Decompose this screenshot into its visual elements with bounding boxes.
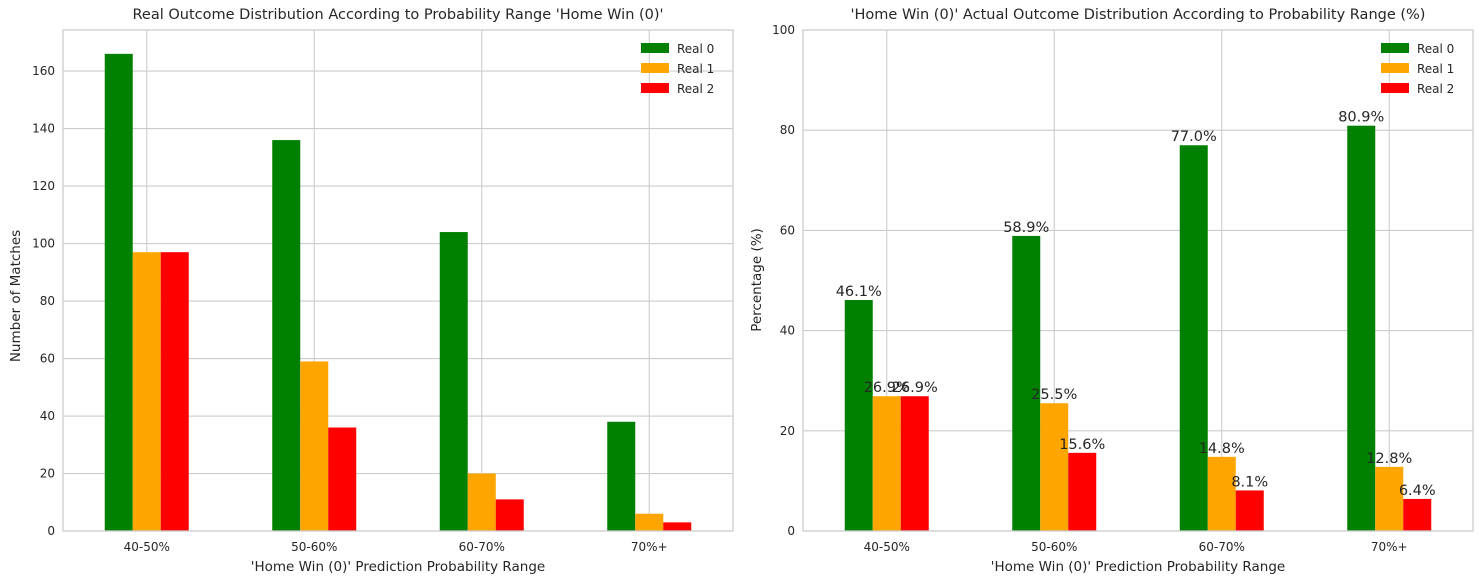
count-chart-title: Real Outcome Distribution According to P… — [132, 7, 663, 23]
percentage-chart-y-tick-label: 60 — [780, 223, 795, 237]
count-chart-x-tick-label: 70%+ — [631, 540, 668, 554]
percentage-chart-x-axis-label: 'Home Win (0)' Prediction Probability Ra… — [991, 559, 1285, 575]
percentage-chart-bar — [1403, 498, 1432, 531]
percentage-chart-legend-label: Real 1 — [1417, 62, 1454, 76]
percentage-chart-bar — [872, 396, 901, 531]
percentage-chart-y-tick-label: 40 — [780, 324, 795, 338]
count-chart-y-tick-label: 0 — [47, 524, 55, 538]
count-chart-bar — [132, 252, 161, 531]
percentage-chart: 'Home Win (0)' Actual Outcome Distributi… — [749, 7, 1474, 575]
count-chart-legend-label: Real 0 — [677, 42, 714, 56]
percentage-chart-data-label: 8.1% — [1231, 474, 1268, 490]
percentage-chart-bar — [1347, 125, 1376, 531]
percentage-chart-bar — [1375, 466, 1404, 531]
count-chart-bar — [104, 53, 133, 531]
percentage-chart-bar — [1012, 235, 1041, 531]
percentage-chart-bar — [1068, 452, 1097, 531]
percentage-chart-data-label: 26.9% — [864, 380, 910, 396]
count-chart-legend-label: Real 1 — [677, 62, 714, 76]
percentage-chart-legend: Real 0 Real 1 Real 2 — [1381, 42, 1454, 96]
count-chart-y-tick-label: 160 — [32, 64, 55, 78]
count-chart-y-tick-label: 100 — [32, 237, 55, 251]
percentage-chart-x-tick-label: 60-70% — [1199, 540, 1245, 554]
count-chart-x-tick-label: 50-60% — [291, 540, 337, 554]
count-chart-legend-swatch — [641, 43, 669, 53]
count-chart-bar — [495, 499, 524, 531]
percentage-chart-y-axis-label: Percentage (%) — [749, 228, 765, 332]
count-chart-x-tick-label: 40-50% — [124, 540, 170, 554]
percentage-chart-data-label: 46.1% — [836, 284, 882, 300]
percentage-chart-bar — [1207, 456, 1236, 531]
count-chart: Real Outcome Distribution According to P… — [8, 7, 734, 575]
percentage-chart-x-tick-label: 40-50% — [864, 540, 910, 554]
count-chart-bar — [272, 140, 301, 532]
count-chart-legend-label: Real 2 — [677, 82, 714, 96]
percentage-chart-bar — [844, 300, 873, 531]
count-chart-bar — [328, 427, 357, 531]
count-chart-bar — [467, 473, 496, 531]
count-chart-y-axis-label: Number of Matches — [8, 230, 24, 362]
count-chart-y-tick-label: 120 — [32, 179, 55, 193]
percentage-chart-data-label: 14.8% — [1199, 441, 1245, 457]
percentage-chart-frame — [802, 29, 1474, 532]
percentage-chart-y-tick-label: 0 — [787, 524, 795, 538]
percentage-chart-legend-swatch — [1381, 63, 1409, 73]
count-chart-plot-area: 0 20 40 60 80 100 120 140 160 40-50% 50-60% 60-70% 7… — [32, 29, 734, 554]
percentage-chart-y-tick-label: 80 — [780, 123, 795, 137]
percentage-chart-bar — [1040, 403, 1069, 531]
count-chart-y-tick-label: 60 — [40, 352, 55, 366]
percentage-chart-title: 'Home Win (0)' Actual Outcome Distributi… — [851, 7, 1426, 23]
count-chart-bar — [300, 361, 329, 531]
percentage-chart-data-label: 25.5% — [1031, 387, 1077, 403]
count-chart-frame — [62, 29, 734, 532]
count-chart-y-tick-label: 80 — [40, 294, 55, 308]
count-chart-x-axis-label: 'Home Win (0)' Prediction Probability Ra… — [251, 559, 545, 575]
percentage-chart-x-tick-label: 70%+ — [1371, 540, 1408, 554]
percentage-chart-legend-label: Real 0 — [1417, 42, 1454, 56]
percentage-chart-data-label: 12.8% — [1366, 451, 1412, 467]
percentage-chart-data-label: 6.4% — [1399, 483, 1436, 499]
count-chart-bar — [635, 513, 664, 531]
percentage-chart-data-label: 80.9% — [1338, 110, 1384, 126]
percentage-chart-y-tick-label: 20 — [780, 424, 795, 438]
percentage-chart-legend-label: Real 2 — [1417, 82, 1454, 96]
percentage-chart-y-tick-label: 100 — [772, 23, 795, 37]
percentage-chart-bar — [900, 396, 929, 531]
count-chart-y-tick-label: 20 — [40, 467, 55, 481]
count-chart-bar — [663, 522, 692, 531]
percentage-chart-data-label: 26.9% — [892, 380, 938, 396]
count-chart-bar — [607, 421, 636, 531]
percentage-chart-legend-swatch — [1381, 83, 1409, 93]
percentage-chart-data-label: 58.9% — [1003, 220, 1049, 236]
percentage-chart-data-label: 77.0% — [1171, 129, 1217, 145]
percentage-chart-bar — [1179, 145, 1208, 532]
count-chart-bar — [160, 252, 189, 531]
percentage-chart-legend-swatch — [1381, 43, 1409, 53]
count-chart-legend-swatch — [641, 63, 669, 73]
count-chart-y-tick-label: 140 — [32, 122, 55, 136]
percentage-chart-plot-area: 0 20 40 60 80 100 40-50% 50-60% 60-70% 70%+ 46.1% 5… — [772, 23, 1474, 554]
count-chart-legend: Real 0 Real 1 Real 2 — [641, 42, 714, 96]
count-chart-bar — [439, 232, 468, 531]
percentage-chart-x-tick-label: 50-60% — [1031, 540, 1077, 554]
count-chart-legend-swatch — [641, 83, 669, 93]
count-chart-x-tick-label: 60-70% — [459, 540, 505, 554]
percentage-chart-data-label: 15.6% — [1059, 437, 1105, 453]
count-chart-y-tick-label: 40 — [40, 409, 55, 423]
percentage-chart-bar — [1235, 490, 1264, 531]
